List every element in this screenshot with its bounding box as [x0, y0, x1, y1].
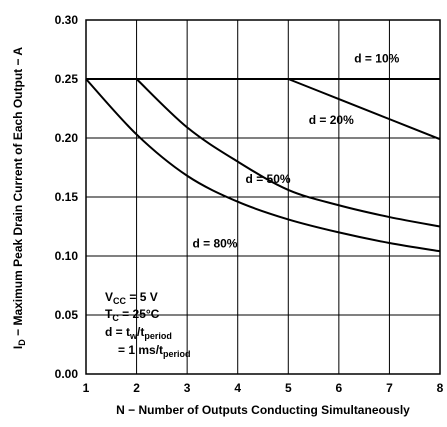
- curve-label-d-50-percent: d = 50%: [246, 172, 291, 186]
- condition-period: = 1 ms/tperiod: [118, 343, 191, 359]
- curve-labels: d = 10% d = 20% d = 50% d = 80%: [192, 51, 399, 250]
- x-tick-label: 6: [336, 381, 343, 395]
- y-tick-label: 0.15: [55, 190, 79, 204]
- series-group: [85, 78, 441, 253]
- x-tick-label: 3: [184, 381, 191, 395]
- x-tick-label: 5: [285, 381, 292, 395]
- condition-duty: d = tw/tperiod: [105, 325, 172, 341]
- y-tick-label: 0.25: [55, 72, 79, 86]
- curve-label-d-10-percent: d = 10%: [354, 51, 399, 65]
- plot-frame: [85, 19, 441, 375]
- y-tick-label: 0.05: [55, 308, 79, 322]
- x-tick-label: 7: [386, 381, 393, 395]
- x-axis-title: N − Number of Outputs Conducting Simulta…: [116, 403, 410, 417]
- y-tick-labels: 0.00 0.05 0.10 0.15 0.20 0.25 0.30: [55, 13, 79, 381]
- x-tick-label: 2: [133, 381, 140, 395]
- x-tick-labels: 1 2 3 4 5 6 7 8: [83, 381, 444, 395]
- condition-vcc: VCC = 5 V: [105, 290, 158, 306]
- test-conditions: VCC = 5 V TC = 25°C d = tw/tperiod = 1 m…: [105, 290, 191, 359]
- x-tick-label: 4: [234, 381, 241, 395]
- y-tick-label: 0.10: [55, 249, 79, 263]
- y-tick-label: 0.30: [55, 13, 79, 27]
- y-tick-label: 0.20: [55, 131, 79, 145]
- y-axis-title: ID − Maximum Peak Drain Current of Each …: [11, 47, 27, 349]
- series-line-d-50-percent: [135, 78, 441, 228]
- curve-label-d-80-percent: d = 80%: [192, 237, 237, 251]
- condition-tc: TC = 25°C: [105, 307, 160, 323]
- y-tick-label: 0.00: [55, 367, 79, 381]
- curve-label-d-20-percent: d = 20%: [309, 113, 354, 127]
- x-tick-label: 8: [437, 381, 444, 395]
- series-line-d-80-percent: [85, 78, 441, 253]
- x-tick-label: 1: [83, 381, 90, 395]
- series-line-d-20-percent: [287, 78, 441, 141]
